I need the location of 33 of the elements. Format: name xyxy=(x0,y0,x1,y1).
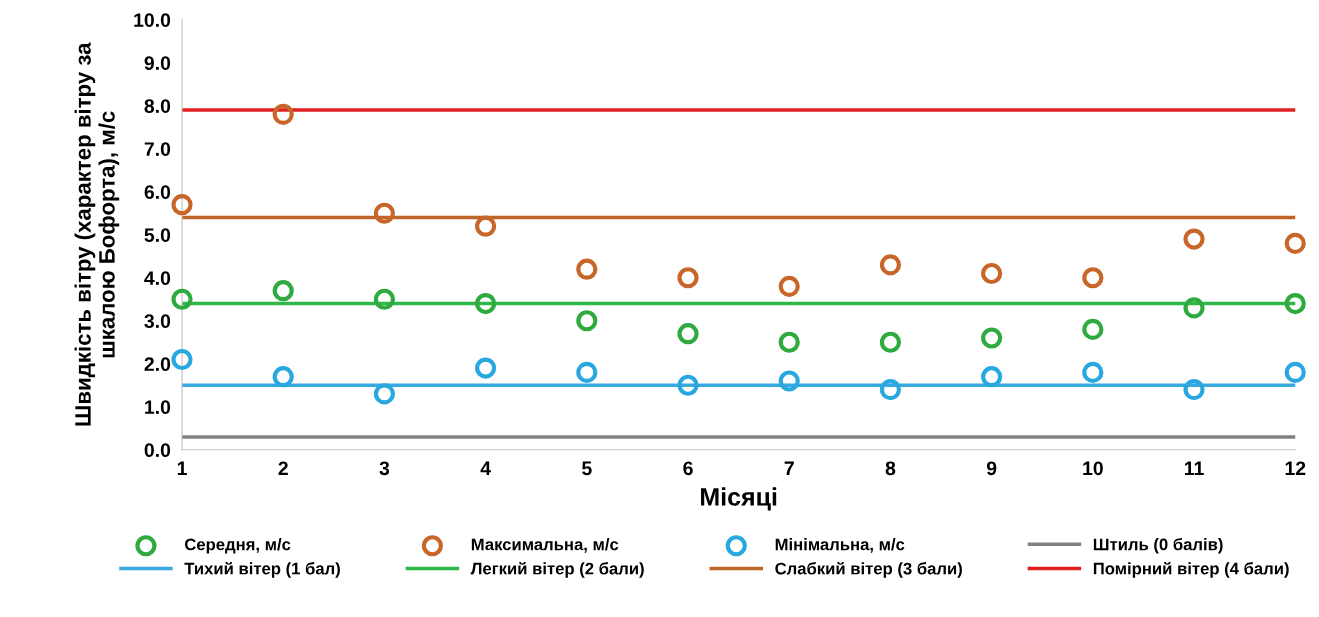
y-tick-label: 0.0 xyxy=(144,443,171,458)
x-tick-label: 3 xyxy=(379,461,390,476)
x-axis-title: Місяці xyxy=(701,487,777,511)
legend-label: Тихий вітер (1 бал) xyxy=(184,561,340,578)
y-axis-title: Швидкість вітру (характер вітру за шкалою Бофорта), м/с xyxy=(74,42,120,426)
y-tick-label: 3.0 xyxy=(144,314,171,329)
legend-label: Середня, м/с xyxy=(184,538,291,554)
legend-label: Максимальна, м/с xyxy=(471,538,619,553)
x-tick-label: 4 xyxy=(480,461,491,475)
x-tick-label: 8 xyxy=(885,461,896,476)
y-tick-label: 8.0 xyxy=(144,99,171,113)
x-tick-label: 11 xyxy=(1185,461,1204,475)
legend-label: Мінімальна, м/с xyxy=(775,538,905,553)
x-tick-label: 10 xyxy=(1083,461,1103,476)
x-tick-label: 12 xyxy=(1285,461,1306,475)
y-tick-label: 7.0 xyxy=(144,142,171,156)
legend-label: Слабкий вітер (3 бали) xyxy=(775,561,962,578)
y-tick-label: 9.0 xyxy=(144,56,171,70)
x-tick-label: 2 xyxy=(278,461,288,475)
legend-label: Штиль (0 балів) xyxy=(1093,537,1223,554)
y-tick-label: 2.0 xyxy=(144,357,171,372)
x-tick-label: 1 xyxy=(177,461,187,475)
y-tick-label: 5.0 xyxy=(144,228,171,243)
x-tick-label: 7 xyxy=(784,461,794,475)
y-tick-label: 4.0 xyxy=(144,271,171,286)
y-tick-label: 1.0 xyxy=(145,400,171,415)
y-tick-label: 6.0 xyxy=(144,185,171,199)
x-tick-label: 5 xyxy=(582,461,592,476)
y-tick-label: 10.0 xyxy=(134,13,171,27)
legend-label: Легкий вітер (2 бали) xyxy=(470,561,644,578)
x-tick-label: 9 xyxy=(986,461,997,476)
legend-label: Помірний вітер (4 бали) xyxy=(1093,561,1289,578)
x-tick-label: 6 xyxy=(683,461,693,476)
